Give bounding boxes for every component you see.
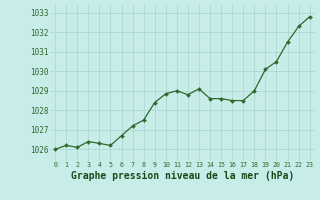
X-axis label: Graphe pression niveau de la mer (hPa): Graphe pression niveau de la mer (hPa) (71, 171, 294, 181)
